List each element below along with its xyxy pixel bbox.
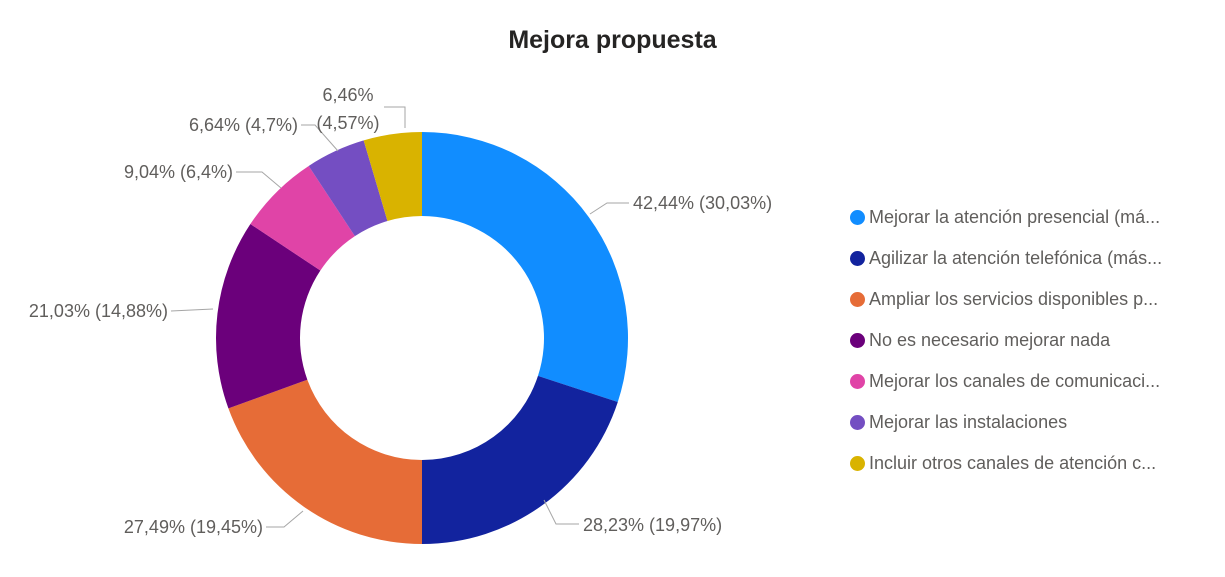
data-label-1: 28,23% (19,97%) [583, 515, 723, 535]
donut-slice-0[interactable] [422, 132, 629, 403]
legend-item-label: Agilizar la atención telefónica (más... [869, 247, 1163, 268]
label-leader-line-3 [170, 308, 214, 312]
legend-item-label: Mejorar las instalaciones [869, 411, 1068, 432]
donut-slice-3[interactable] [215, 224, 321, 409]
legend-item-2[interactable]: Ampliar los servicios disponibles p... [850, 288, 1162, 310]
label-leader-line-4 [236, 171, 282, 189]
legend-color-dot-2 [850, 291, 865, 307]
donut-slice-5[interactable] [308, 140, 388, 237]
data-label-5: 6,64% (4,7%) [188, 115, 298, 135]
legend-color-dot-1 [850, 250, 865, 266]
legend-item-1[interactable]: Agilizar la atención telefónica (más... [850, 247, 1162, 269]
legend-color-dot-0 [850, 209, 865, 225]
legend-item-label: Mejorar la atención presencial (má... [869, 206, 1161, 227]
chart-title: Mejora propuesta [508, 26, 717, 54]
legend-item-4[interactable]: Mejorar los canales de comunicaci... [850, 370, 1162, 392]
donut-slice-1[interactable] [422, 375, 618, 544]
legend-item-label: Incluir otros canales de atención c... [869, 452, 1157, 473]
label-leader-line-6 [384, 106, 406, 128]
label-leader-line-1 [543, 499, 579, 525]
legend: Mejorar la atención presencial (má... Agi… [850, 206, 1162, 493]
donut-slice-2[interactable] [228, 379, 422, 544]
data-label-3: 21,03% (14,88%) [28, 301, 168, 321]
legend-color-dot-5 [850, 414, 865, 430]
donut-slice-6[interactable] [363, 132, 422, 221]
label-leader-line-2 [266, 510, 304, 528]
donut-slice-4[interactable] [250, 165, 355, 271]
legend-item-label: Mejorar los canales de comunicaci... [869, 370, 1161, 391]
label-leader-line-0 [589, 202, 629, 215]
legend-item-6[interactable]: Incluir otros canales de atención c... [850, 452, 1162, 474]
legend-color-dot-3 [850, 332, 865, 348]
legend-item-label: Ampliar los servicios disponibles p... [869, 288, 1159, 309]
legend-item-0[interactable]: Mejorar la atención presencial (má... [850, 206, 1162, 228]
data-label-6: 6,46% (4,57%) [316, 85, 380, 133]
data-label-2: 27,49% (19,45%) [123, 517, 263, 537]
legend-item-3[interactable]: No es necesario mejorar nada [850, 329, 1162, 351]
data-label-4: 9,04% (6,4%) [123, 162, 233, 182]
data-label-0: 42,44% (30,03%) [633, 193, 773, 213]
legend-item-5[interactable]: Mejorar las instalaciones [850, 411, 1162, 433]
legend-color-dot-6 [850, 455, 865, 471]
legend-item-label: No es necesario mejorar nada [869, 329, 1111, 350]
legend-color-dot-4 [850, 373, 865, 389]
label-leader-line-5 [301, 124, 339, 152]
